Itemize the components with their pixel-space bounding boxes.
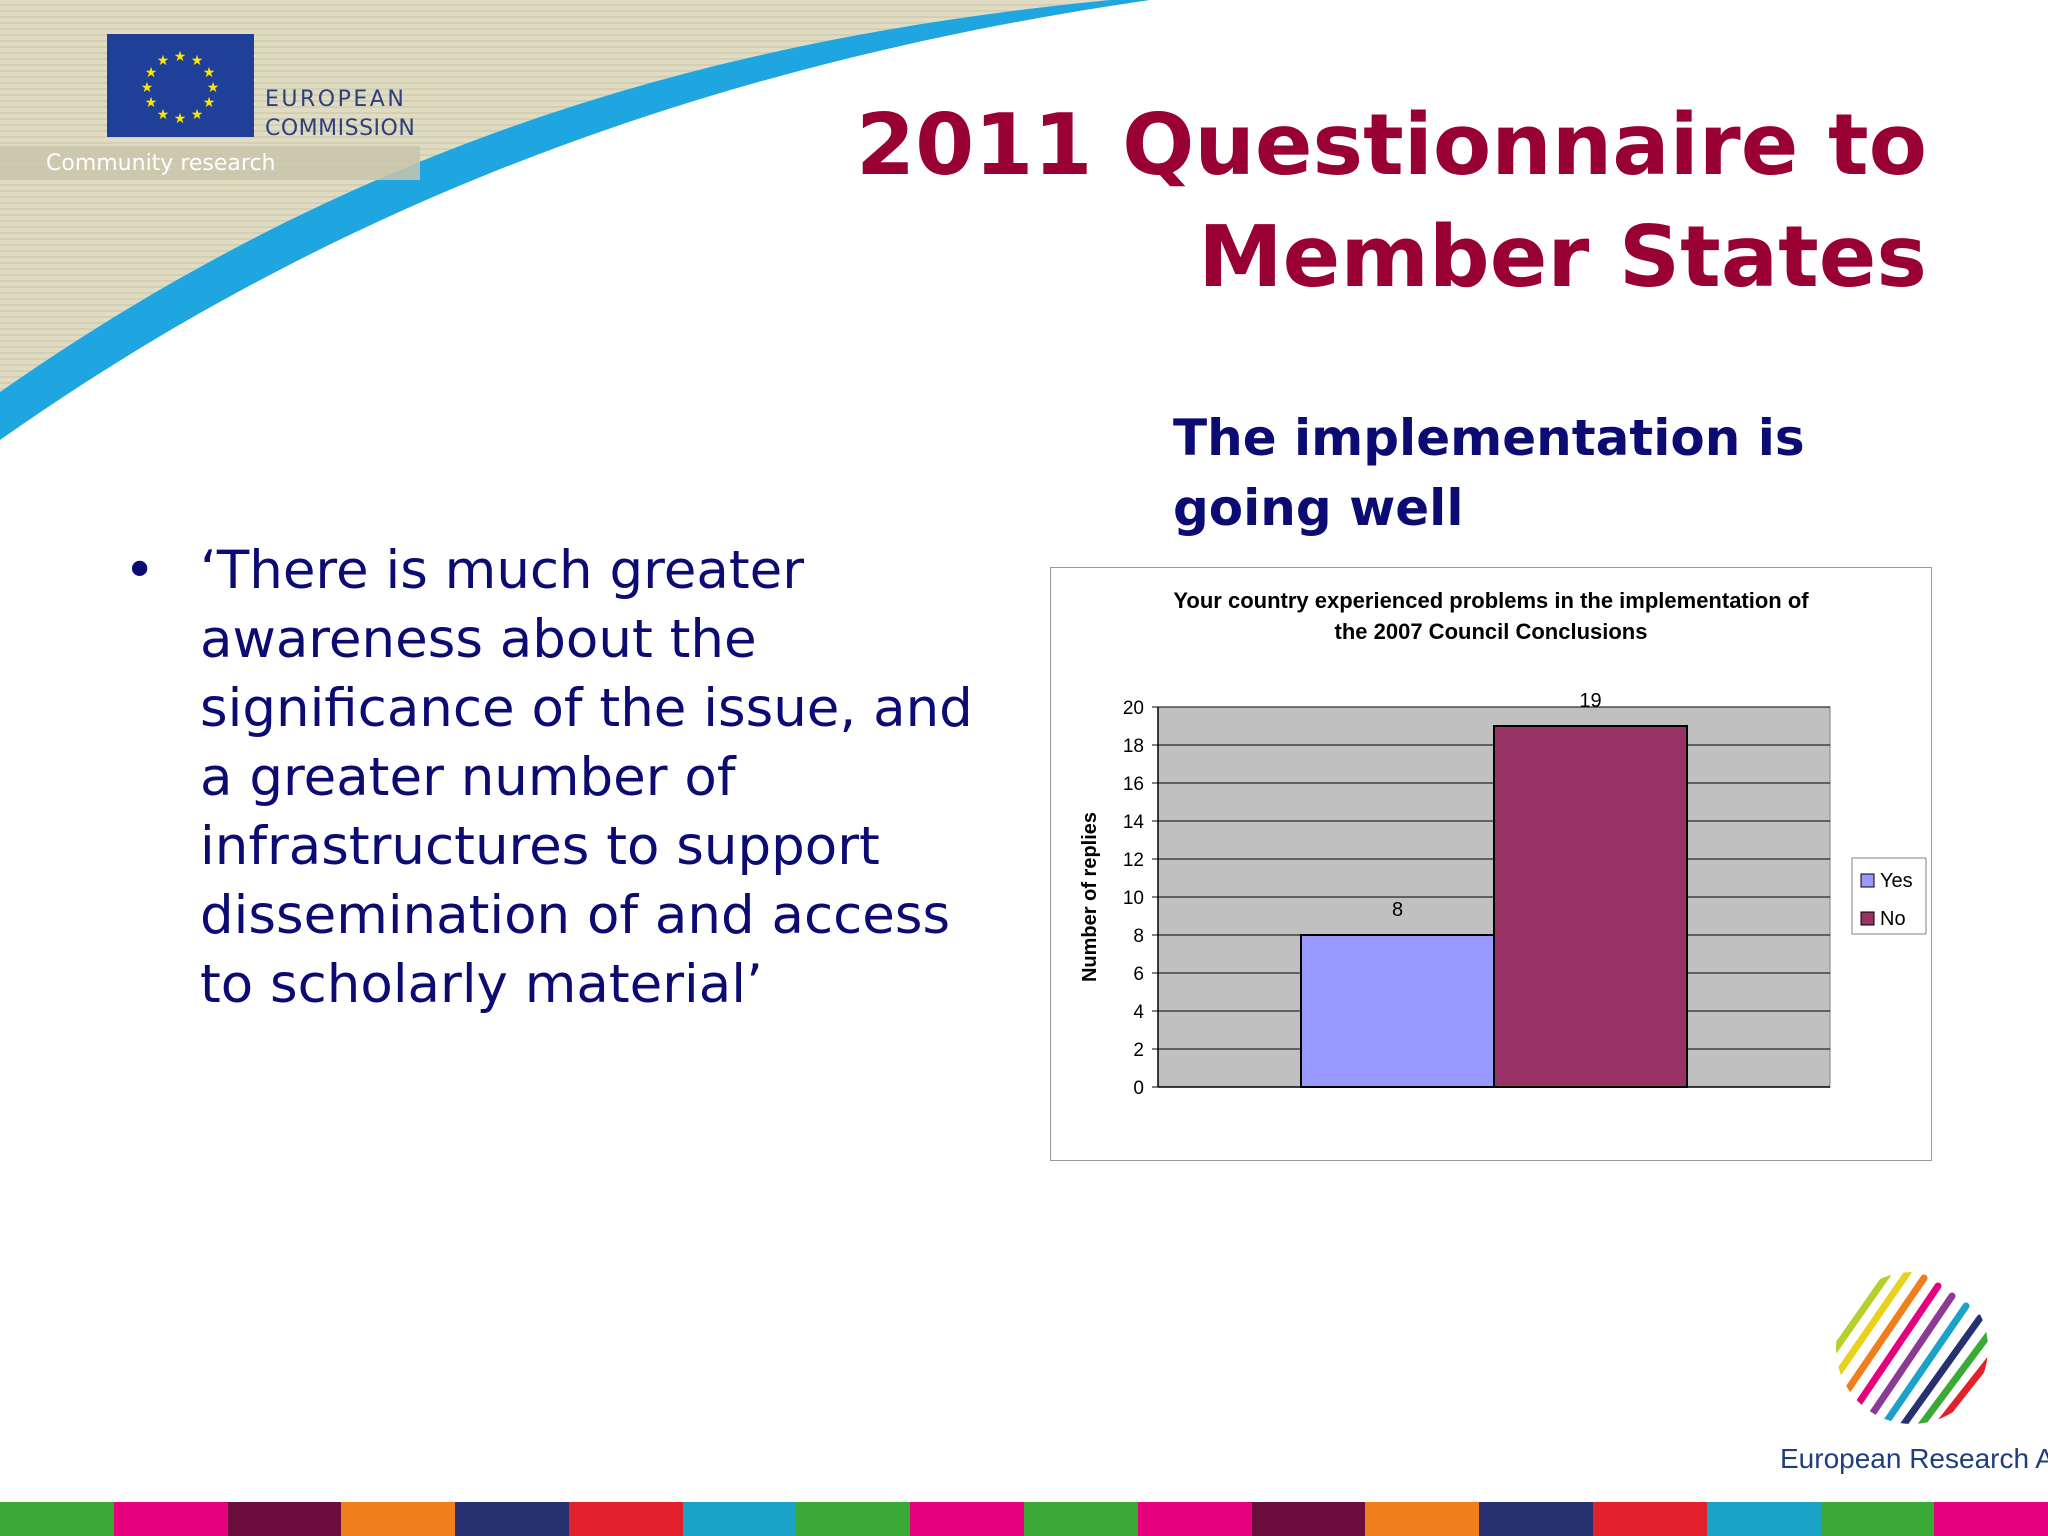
strip-segment — [682, 1502, 797, 1536]
org-name-line1: EUROPEAN — [265, 87, 407, 112]
strip-segment — [1251, 1502, 1366, 1536]
strip-segment — [1934, 1502, 2048, 1536]
svg-text:★: ★ — [191, 53, 204, 69]
slide-subtitle: The implementation is going well — [1173, 409, 1805, 537]
chart-y-tick-label: 16 — [1123, 774, 1144, 795]
bullet-icon: • — [124, 540, 156, 601]
svg-text:★: ★ — [203, 65, 216, 81]
chart-y-tick-label: 20 — [1123, 698, 1144, 719]
chart-legend-swatch — [1860, 873, 1875, 888]
chart-bar-no — [1493, 725, 1688, 1088]
chart-y-axis-label: Number of replies — [1079, 812, 1101, 982]
era-logo-icon — [1836, 1272, 1988, 1424]
footer-color-strip — [0, 1502, 2048, 1536]
strip-segment — [1479, 1502, 1593, 1536]
svg-text:★: ★ — [141, 80, 154, 96]
chart-y-tick-label: 12 — [1123, 850, 1144, 871]
strip-segment — [1820, 1502, 1935, 1536]
svg-text:★: ★ — [203, 95, 216, 111]
chart-title-line: Your country experienced problems in the… — [1173, 588, 1809, 613]
strip-segment — [796, 1502, 911, 1536]
strip-segment — [1365, 1502, 1480, 1536]
bullet-list: • ‘There is much greater awareness about… — [124, 536, 984, 1019]
svg-text:★: ★ — [145, 95, 158, 111]
strip-segment — [455, 1502, 569, 1536]
chart-data-label: 19 — [1579, 690, 1601, 712]
chart-y-tick-label: 4 — [1133, 1002, 1144, 1023]
header-swoosh-background — [0, 0, 1150, 460]
slide-title-line1: 2011 Questionnaire to — [855, 96, 1927, 195]
eu-stars-icon: ★ ★★ ★★★ ★★★ ★★★ — [141, 49, 220, 127]
chart-y-tick-label: 10 — [1123, 888, 1144, 909]
chart-y-tick-label: 0 — [1133, 1078, 1144, 1099]
chart-data-label: 8 — [1392, 899, 1403, 921]
bar-chart: Your country experienced problems in the… — [1079, 588, 1927, 1099]
strip-segment — [1024, 1502, 1138, 1536]
svg-text:★: ★ — [191, 107, 204, 123]
strip-segment — [568, 1502, 683, 1536]
chart-bar-yes — [1300, 934, 1495, 1088]
bullet-text: ‘There is much greater awareness about t… — [200, 540, 973, 1015]
strip-segment — [113, 1502, 228, 1536]
svg-text:★: ★ — [207, 80, 220, 96]
chart-legend-label: Yes — [1880, 870, 1913, 892]
bullet-item: • ‘There is much greater awareness about… — [124, 536, 984, 1019]
chart-container: Your country experienced problems in the… — [1050, 567, 1932, 1161]
svg-text:★: ★ — [157, 107, 170, 123]
svg-text:★: ★ — [145, 65, 158, 81]
chart-y-tick-label: 8 — [1133, 926, 1144, 947]
svg-text:★: ★ — [174, 111, 187, 127]
org-subtitle: Community research — [46, 151, 276, 176]
svg-text:★: ★ — [157, 53, 170, 69]
chart-legend-swatch — [1860, 911, 1875, 926]
strip-segment — [1706, 1502, 1821, 1536]
chart-y-tick-label: 18 — [1123, 736, 1144, 757]
chart-y-tick-label: 2 — [1133, 1040, 1144, 1061]
strip-segment — [341, 1502, 456, 1536]
strip-segment — [227, 1502, 342, 1536]
strip-segment — [0, 1502, 114, 1536]
chart-y-tick-label: 6 — [1133, 964, 1144, 985]
eu-flag-logo: ★ ★ ★ ★ ★ ★ ★ ★ ★ ★ ★ ★ — [107, 34, 254, 137]
strip-segment — [910, 1502, 1025, 1536]
slide-title: 2011 Questionnaire to Member States — [856, 90, 1927, 314]
chart-title-line: the 2007 Council Conclusions — [1335, 619, 1648, 644]
slide-title-line2: Member States — [1198, 208, 1927, 307]
org-name-line2: COMMISSION — [265, 116, 416, 141]
chart-legend-label: No — [1880, 908, 1906, 930]
strip-segment — [1137, 1502, 1252, 1536]
strip-segment — [1592, 1502, 1707, 1536]
chart-y-tick-label: 14 — [1123, 812, 1145, 833]
era-label: European Research Area — [1780, 1443, 2048, 1474]
svg-text:★: ★ — [174, 49, 187, 65]
